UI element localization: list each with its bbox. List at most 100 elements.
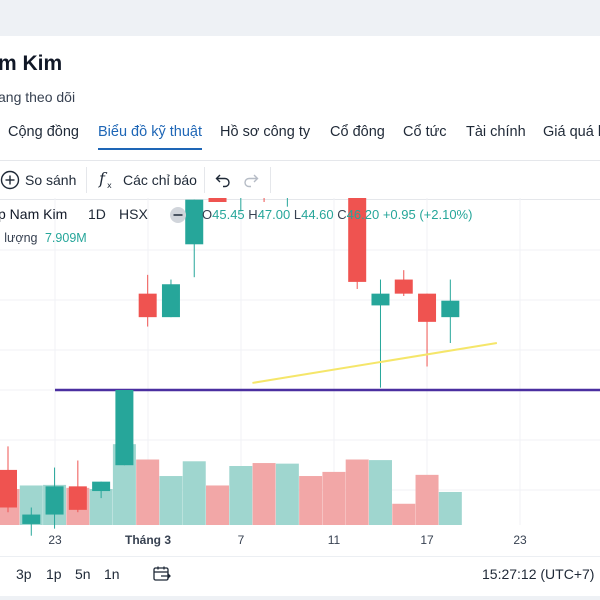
low-label: L [293,207,302,222]
candlestick [22,507,41,536]
candle-body [138,293,157,318]
volume-bar [89,489,113,525]
candlestick [138,274,157,327]
tab-price-history[interactable]: Giá quá k [543,124,600,140]
volume-bar [299,476,323,525]
candle-body [371,293,390,306]
volume-value: 7.909M [44,231,87,245]
price-chart[interactable]: 23 Tháng 3 7 11 17 23 [0,198,600,550]
tab-dividends[interactable]: Cổ tức [403,124,447,140]
undo-button[interactable] [214,161,232,199]
toolbar-divider [204,167,205,193]
undo-icon [215,174,230,188]
candle-body [45,486,64,515]
candlestick [348,198,367,289]
legend-exchange: HSX [119,206,148,222]
trendline [252,342,498,384]
candlesticks [0,198,460,536]
range-1d-button[interactable]: 1n [104,566,120,582]
tab-company-profile[interactable]: Hồ sơ công ty [220,124,311,140]
volume-bar [182,461,206,525]
candlestick [263,198,265,202]
x-axis-tick-label: Tháng 3 [125,533,171,547]
candle-body [161,284,180,318]
open-value: 45.45 [212,207,245,222]
candle-body [208,198,227,202]
follow-status[interactable]: ang theo dõi [0,89,76,105]
volume-bars [0,444,462,525]
range-5d-button[interactable]: 5n [75,566,91,582]
candle-body [418,293,437,322]
calendar-arrow-icon [153,566,171,581]
bottom-toolbar: 3p 1p 5n 1n 15:27:12 (UTC+7) [0,556,600,591]
indicators-label: Các chỉ báo [123,172,197,188]
candle-body [0,469,17,508]
volume-legend: i lượng 7.909M [0,231,87,245]
legend-toggle-button[interactable] [168,206,188,227]
volume-bar [229,466,253,525]
chart-toolbar: So sánh f x Các chỉ báo [0,160,600,200]
chart-grid [0,198,600,525]
close-label: C [337,207,347,222]
volume-bar [252,463,276,525]
svg-text:x: x [107,181,112,190]
indicators-button[interactable]: f x Các chỉ báo [97,161,197,199]
low-value: 44.60 [301,207,334,222]
volume-bar [438,491,462,525]
tab-bar: Cộng đồng Biểu đồ kỹ thuật Hồ sơ công ty… [0,124,600,154]
legend-symbol-row: p Nam Kim [0,206,67,222]
plus-circle-icon [0,170,20,190]
close-value: 46.20 [346,207,380,222]
tab-community[interactable]: Cộng đồng [8,124,79,140]
candlestick [185,199,204,278]
candle-body [185,199,204,245]
volume-bar [322,471,346,525]
volume-bar [159,476,183,525]
volume-bar [415,474,439,525]
legend-symbol-name: p Nam Kim [0,206,68,222]
trendline-group [252,342,498,384]
candlestick [441,279,460,343]
candle-body [394,279,413,294]
range-1m-button[interactable]: 1p [46,566,62,582]
candle-body [92,481,111,492]
function-icon: f x [98,169,112,190]
volume-bar [345,459,369,525]
range-3m-button[interactable]: 3p [16,566,32,582]
candlestick [92,481,111,499]
x-axis-tick-label: 23 [48,533,62,547]
candlestick [161,279,180,318]
candle-body [441,300,460,318]
candle-body [68,486,87,510]
change-value: +0.95 (+2.10%) [382,207,473,222]
company-title: m Kim [0,52,63,75]
candlestick [394,270,413,296]
tab-technical-chart[interactable]: Biểu đồ kỹ thuật [98,124,202,150]
open-label: O [202,207,213,222]
candlestick [240,198,242,212]
candlestick [286,198,288,207]
volume-bar [206,485,230,525]
volume-label: i lượng [0,231,38,245]
go-to-date-button[interactable] [152,557,172,591]
redo-icon [244,174,259,188]
candle-body [22,514,41,524]
redo-button[interactable] [242,161,260,199]
high-value: 47.00 [257,207,291,222]
candlestick [68,460,87,513]
clock-time[interactable]: 15:27:12 (UTC+7) [482,566,595,582]
svg-text:f: f [98,169,108,188]
legend-interval: 1D [88,206,106,222]
minus-circle-icon [170,207,186,223]
candlestick [45,467,64,529]
volume-bar [275,463,299,525]
toolbar-divider [270,167,271,193]
tab-shareholders[interactable]: Cổ đông [330,124,385,140]
candlestick [115,390,134,466]
compare-button[interactable]: So sánh [0,161,76,199]
tab-financials[interactable]: Tài chính [466,124,526,140]
candlestick [208,198,227,202]
toolbar-divider [86,167,87,193]
x-axis-tick-label: 17 [420,533,434,547]
volume-bar [136,459,160,525]
